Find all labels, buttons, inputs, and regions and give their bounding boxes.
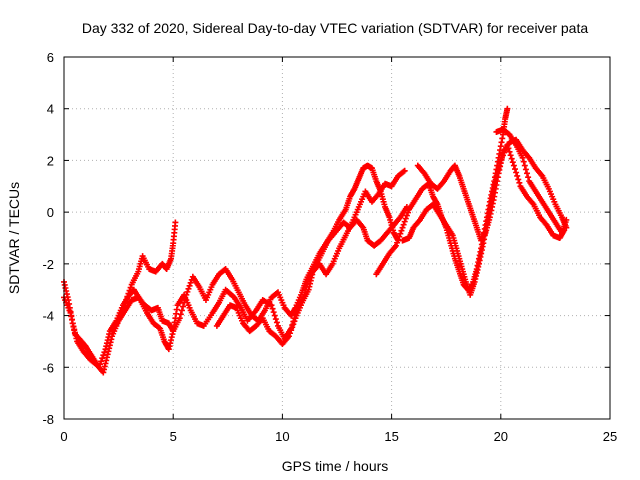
- data-point: [519, 154, 526, 161]
- data-point: [273, 319, 280, 326]
- data-point: [172, 219, 179, 226]
- data-point: [400, 168, 407, 175]
- y-tick-label: 6: [47, 50, 54, 65]
- data-point: [515, 176, 522, 183]
- data-point: [269, 305, 276, 312]
- data-point: [516, 179, 523, 186]
- data-point: [525, 174, 532, 181]
- data-point: [290, 321, 297, 328]
- data-point: [506, 148, 513, 155]
- data-point: [291, 318, 298, 325]
- data-point: [181, 299, 188, 306]
- data-point: [402, 215, 409, 222]
- data-point: [99, 355, 106, 362]
- data-point: [513, 169, 520, 176]
- data-point: [522, 166, 529, 173]
- data-series-track-g: [399, 141, 568, 298]
- data-series-track-e: [373, 105, 511, 293]
- x-tick-label: 20: [494, 429, 508, 444]
- y-tick-label: 2: [47, 153, 54, 168]
- data-point: [514, 172, 521, 179]
- y-tick-label: -2: [42, 257, 54, 272]
- data-point: [511, 166, 518, 173]
- data-point: [178, 307, 185, 314]
- x-tick-label: 0: [60, 429, 67, 444]
- data-point: [504, 141, 511, 148]
- data-point: [285, 333, 292, 340]
- data-point: [509, 159, 516, 166]
- data-point: [97, 361, 104, 368]
- data-point: [95, 364, 102, 371]
- data-point: [400, 221, 407, 228]
- data-point: [524, 170, 531, 177]
- data-point: [287, 330, 294, 337]
- data-point: [270, 309, 277, 316]
- y-tick-label: 0: [47, 205, 54, 220]
- data-point: [156, 324, 163, 331]
- grid-lines: [64, 57, 610, 419]
- y-tick-label: -8: [42, 412, 54, 427]
- data-point: [288, 327, 295, 334]
- data-point: [520, 158, 527, 165]
- data-point: [521, 162, 528, 169]
- data-point: [395, 236, 402, 243]
- data-point: [510, 162, 517, 169]
- data-point: [394, 239, 401, 246]
- data-point: [392, 242, 399, 249]
- y-tick-label: 4: [47, 102, 54, 117]
- data-point: [507, 152, 514, 159]
- data-point: [187, 279, 194, 286]
- y-tick-label: -6: [42, 360, 54, 375]
- data-series-track-a: [61, 219, 179, 376]
- data-point: [177, 311, 184, 318]
- data-point: [180, 303, 187, 310]
- x-tick-label: 10: [275, 429, 289, 444]
- data-point: [508, 155, 515, 162]
- data-point: [396, 233, 403, 240]
- data-point: [184, 288, 191, 295]
- data-points: [61, 105, 570, 376]
- data-point: [289, 324, 296, 331]
- x-tick-label: 25: [603, 429, 617, 444]
- data-series-track-d: [213, 167, 408, 348]
- data-point: [398, 227, 405, 234]
- data-point: [100, 352, 107, 359]
- data-point: [505, 145, 512, 152]
- data-series-track-h: [493, 126, 570, 236]
- data-point: [176, 315, 183, 322]
- data-point: [271, 312, 278, 319]
- data-point: [397, 230, 404, 237]
- axis-ticks: 0 5 10 15 20 25 -8 -6 -4 -2 0 2 4 6: [42, 50, 617, 444]
- data-point: [101, 349, 108, 356]
- data-point: [182, 295, 189, 302]
- data-point: [401, 167, 408, 174]
- data-point: [98, 358, 105, 365]
- data-point: [185, 285, 192, 292]
- y-axis-label: SDTVAR / TECUs: [6, 182, 22, 294]
- data-point: [186, 282, 193, 289]
- data-point: [403, 212, 410, 219]
- data-point: [504, 105, 511, 112]
- x-tick-label: 5: [170, 429, 177, 444]
- x-tick-label: 15: [384, 429, 398, 444]
- y-tick-label: -4: [42, 309, 54, 324]
- data-point: [268, 302, 275, 309]
- data-point: [183, 291, 190, 298]
- x-axis-label: GPS time / hours: [282, 458, 389, 474]
- chart-title: Day 332 of 2020, Sidereal Day-to-day VTE…: [82, 20, 589, 36]
- data-point: [399, 224, 406, 231]
- data-point: [272, 316, 279, 323]
- data-point: [563, 216, 570, 223]
- data-point: [127, 284, 134, 291]
- data-point: [401, 218, 408, 225]
- plot-frame: [63, 56, 611, 420]
- data-point: [404, 209, 411, 216]
